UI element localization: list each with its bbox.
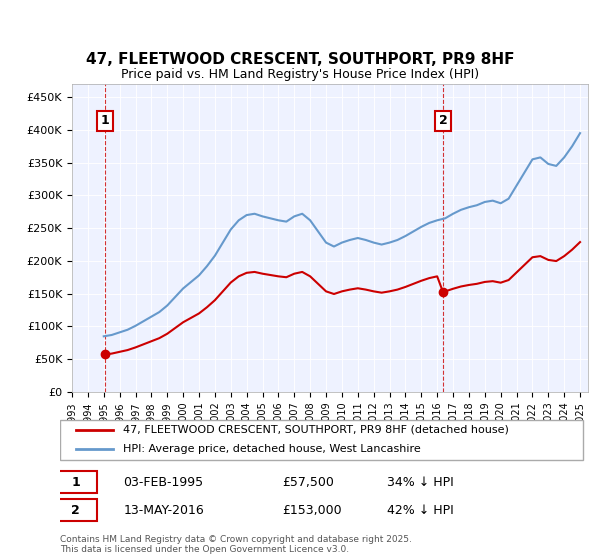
Text: 1: 1: [101, 114, 110, 128]
FancyBboxPatch shape: [60, 420, 583, 460]
Text: HPI: Average price, detached house, West Lancashire: HPI: Average price, detached house, West…: [124, 444, 421, 454]
Text: 2: 2: [71, 503, 80, 517]
Text: 1: 1: [71, 475, 80, 489]
Text: Contains HM Land Registry data © Crown copyright and database right 2025.
This d: Contains HM Land Registry data © Crown c…: [60, 535, 412, 554]
Text: Price paid vs. HM Land Registry's House Price Index (HPI): Price paid vs. HM Land Registry's House …: [121, 68, 479, 81]
FancyBboxPatch shape: [55, 499, 97, 521]
Text: 2: 2: [439, 114, 447, 128]
Text: £153,000: £153,000: [282, 503, 341, 517]
Text: 47, FLEETWOOD CRESCENT, SOUTHPORT, PR9 8HF (detached house): 47, FLEETWOOD CRESCENT, SOUTHPORT, PR9 8…: [124, 424, 509, 435]
Text: £57,500: £57,500: [282, 475, 334, 489]
FancyBboxPatch shape: [55, 471, 97, 493]
Text: 47, FLEETWOOD CRESCENT, SOUTHPORT, PR9 8HF: 47, FLEETWOOD CRESCENT, SOUTHPORT, PR9 8…: [86, 52, 514, 67]
Text: 34% ↓ HPI: 34% ↓ HPI: [388, 475, 454, 489]
Text: 03-FEB-1995: 03-FEB-1995: [124, 475, 203, 489]
Text: 42% ↓ HPI: 42% ↓ HPI: [388, 503, 454, 517]
Text: 13-MAY-2016: 13-MAY-2016: [124, 503, 204, 517]
